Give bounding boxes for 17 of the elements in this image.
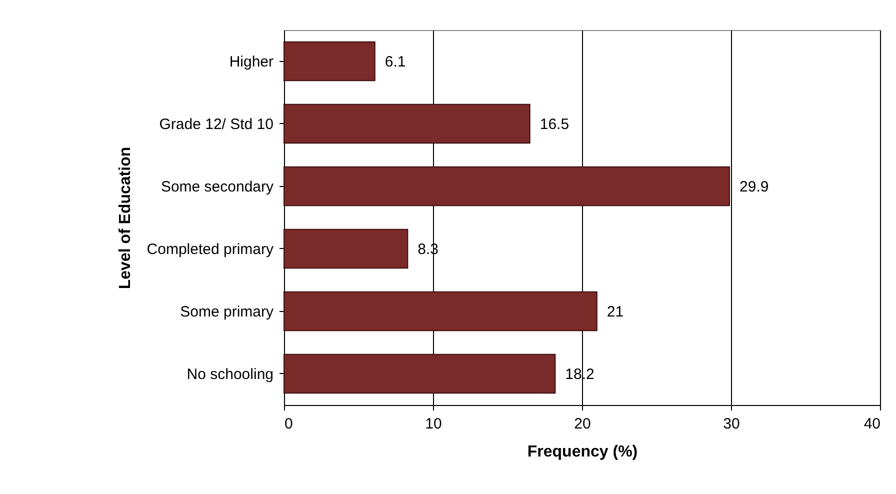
x-tick-label: 30 [723, 416, 740, 432]
x-axis-title: Frequency (%) [527, 444, 638, 460]
x-tick-label: 10 [425, 416, 442, 432]
y-tick-label: Some secondary [160, 178, 274, 196]
y-tick-label: No schooling [186, 366, 274, 383]
data-label: 21 [606, 303, 624, 320]
data-label: 16.5 [540, 116, 570, 133]
x-tick-label: 20 [574, 416, 591, 432]
x-tick-label: 0 [284, 416, 293, 432]
x-tick-label: 40 [864, 416, 880, 432]
y-tick-label: Grade 12/ Std 10 [159, 116, 274, 133]
y-tick-label: Higher [229, 53, 274, 70]
y-tick-label: Some primary [180, 303, 274, 320]
y-axis-title: Level of Education [116, 146, 134, 290]
y-tick-label: Completed primary [146, 240, 274, 258]
data-label: 29.9 [740, 178, 769, 196]
data-label: 6.1 [384, 53, 406, 70]
